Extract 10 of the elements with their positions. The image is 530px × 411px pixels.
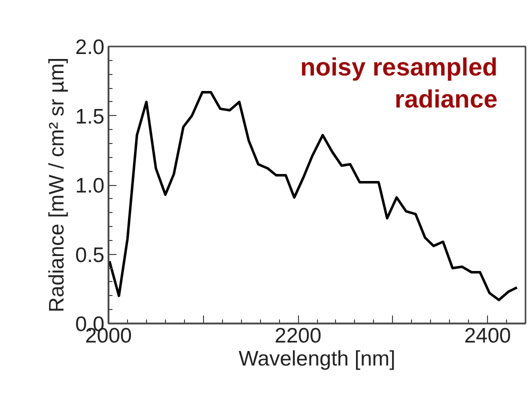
annotation: noisy resampled radiance	[300, 54, 498, 114]
y-tick-label: 2.0	[75, 36, 105, 59]
x-tick-label: 2200	[274, 324, 322, 348]
x-axis-title: Wavelength [nm]	[238, 348, 396, 370]
line-series	[108, 90, 518, 302]
y-axis-title: Radiance [mW / cm² sr µm]	[45, 58, 68, 312]
y-tick-label: 0.5	[75, 244, 105, 267]
y-tick-label: 1.5	[75, 105, 105, 128]
y-tick-label: 1.0	[75, 174, 105, 198]
x-tick-label: 2400	[464, 324, 511, 348]
